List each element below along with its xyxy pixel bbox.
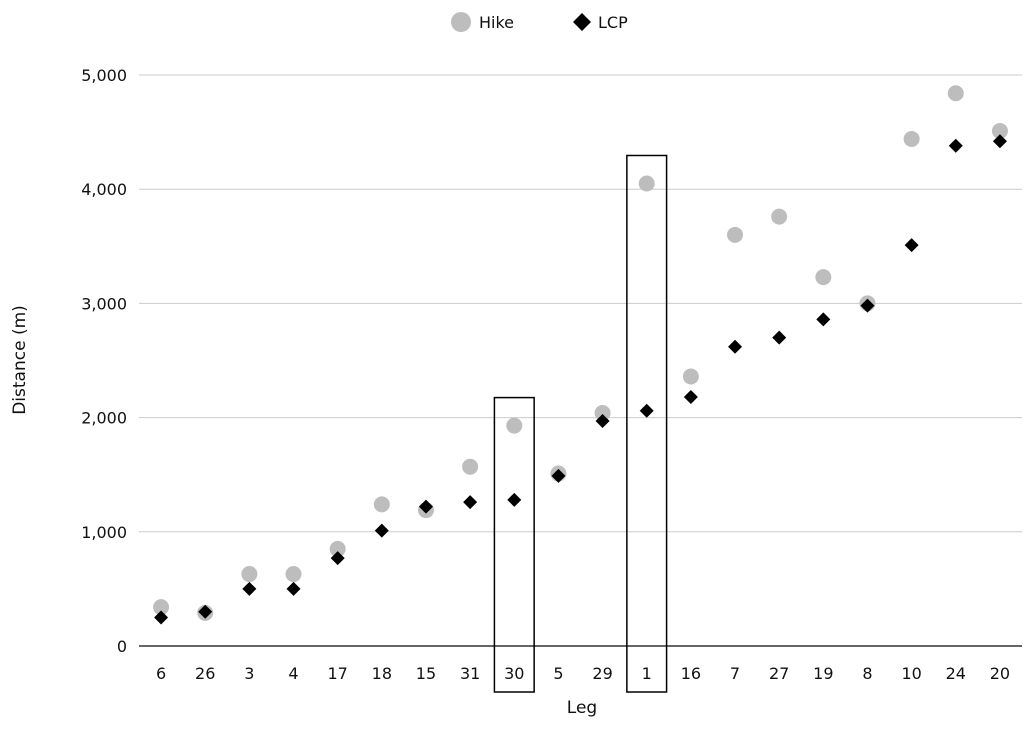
lcp-point xyxy=(551,468,566,483)
x-tick-label: 15 xyxy=(416,664,436,683)
legend-hike-marker xyxy=(451,12,471,32)
hike-point xyxy=(506,417,523,434)
y-tick-label: 0 xyxy=(117,637,127,656)
lcp-point xyxy=(728,339,743,354)
y-axis-title: Distance (m) xyxy=(10,305,30,415)
lcp-point xyxy=(639,403,654,418)
hike-point xyxy=(947,85,964,102)
x-tick-label: 7 xyxy=(730,664,740,683)
y-tick-label: 2,000 xyxy=(81,409,127,428)
x-axis-title: Leg xyxy=(567,698,597,718)
lcp-point xyxy=(948,138,963,153)
hike-point xyxy=(682,368,699,385)
hike-point xyxy=(638,175,655,192)
x-tick-label: 27 xyxy=(769,664,789,683)
x-tick-label: 4 xyxy=(288,664,298,683)
y-tick-label: 5,000 xyxy=(81,66,127,85)
lcp-point xyxy=(463,495,478,510)
legend-lcp-label: LCP xyxy=(598,13,628,32)
lcp-point xyxy=(154,610,169,625)
lcp-point xyxy=(418,499,433,514)
x-tick-label: 6 xyxy=(156,664,166,683)
x-tick-label: 5 xyxy=(553,664,563,683)
legend: Hike LCP xyxy=(451,12,628,32)
hike-point xyxy=(594,405,611,422)
x-tick-label: 8 xyxy=(862,664,872,683)
y-tick-labels: 0 1,000 2,000 3,000 4,000 5,000 xyxy=(81,66,127,656)
x-tick-label: 3 xyxy=(244,664,254,683)
x-tick-label: 24 xyxy=(946,664,966,683)
lcp-point xyxy=(286,581,301,596)
lcp-point xyxy=(860,298,875,313)
x-tick-label: 17 xyxy=(327,664,347,683)
hike-point xyxy=(373,496,390,513)
lcp-point xyxy=(772,330,787,345)
x-tick-labels: 6 26 3 4 17 18 15 31 30 5 29 1 16 7 27 19 8 10 24 20 xyxy=(156,664,1010,683)
y-tick-label: 4,000 xyxy=(81,180,127,199)
legend-lcp-marker xyxy=(573,13,591,31)
gridlines xyxy=(139,74,1022,647)
x-tick-label: 18 xyxy=(372,664,392,683)
x-tick-label: 26 xyxy=(195,664,215,683)
lcp-point xyxy=(904,238,919,253)
x-tick-label: 30 xyxy=(504,664,524,683)
hike-point xyxy=(815,269,832,286)
x-tick-label: 1 xyxy=(642,664,652,683)
highlight-box xyxy=(493,396,535,693)
lcp-point xyxy=(198,604,213,619)
hike-point xyxy=(241,566,258,583)
hike-point xyxy=(903,130,920,147)
legend-hike-label: Hike xyxy=(479,13,514,32)
lcp-point xyxy=(374,523,389,538)
lcp-point xyxy=(816,312,831,327)
lcp-point xyxy=(507,492,522,507)
lcp-point xyxy=(683,390,698,405)
hike-point xyxy=(153,599,170,616)
x-tick-label: 20 xyxy=(990,664,1010,683)
x-tick-label: 10 xyxy=(901,664,921,683)
y-tick-label: 3,000 xyxy=(81,294,127,313)
data-points xyxy=(153,85,1008,625)
hike-point xyxy=(727,226,744,243)
lcp-point xyxy=(595,414,610,429)
highlight-box xyxy=(626,154,668,693)
y-tick-label: 1,000 xyxy=(81,523,127,542)
x-tick-label: 16 xyxy=(681,664,701,683)
x-tick-label: 19 xyxy=(813,664,833,683)
lcp-point xyxy=(992,134,1007,149)
legend-item-lcp[interactable]: LCP xyxy=(573,13,628,32)
x-tick-label: 31 xyxy=(460,664,480,683)
highlight-boxes xyxy=(493,154,668,693)
legend-item-hike[interactable]: Hike xyxy=(451,12,514,32)
lcp-point xyxy=(330,551,345,566)
hike-point xyxy=(462,458,479,475)
hike-point xyxy=(285,566,302,583)
x-tick-label: 29 xyxy=(592,664,612,683)
hike-point xyxy=(771,208,788,225)
lcp-point xyxy=(242,581,257,596)
hike-point xyxy=(329,540,346,557)
hike-point xyxy=(991,122,1008,139)
